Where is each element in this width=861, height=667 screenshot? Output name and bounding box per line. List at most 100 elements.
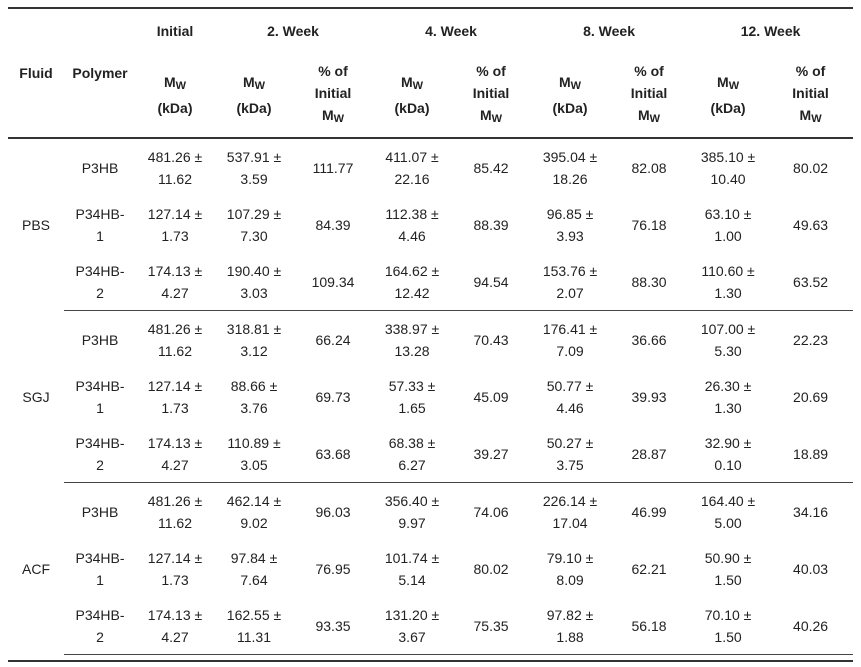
week2-percent-cell: 93.35 bbox=[294, 597, 373, 655]
week8-mw-cell: 226.14 ± 17.04 bbox=[530, 483, 610, 541]
value-line-1: 395.04 ± bbox=[542, 148, 598, 165]
week4-mw-cell: 131.20 ± 3.67 bbox=[372, 597, 453, 655]
mw-subscript: W bbox=[254, 80, 266, 92]
initial-mw-cell: 127.14 ± 1.73 bbox=[136, 196, 214, 253]
value-line-2: 1.88 bbox=[556, 628, 584, 645]
value-line-1: P34HB- bbox=[75, 606, 125, 623]
mw-symbol: M bbox=[799, 107, 812, 123]
table-row: PBS P3HB 481.26 ± 11.62 537.91 ± 3.59 111.77 41… bbox=[8, 138, 853, 233]
week4-mw-cell: 411.07 ± 22.16 bbox=[372, 138, 452, 196]
week8-mw-cell: 176.41 ± 7.09 bbox=[530, 311, 610, 369]
week4-mw-cell: 68.38 ± 6.27 bbox=[372, 425, 453, 483]
header-row-measures: MW (kDa) MW (kDa)% of Initial MW MW (kDa)% of In… bbox=[8, 53, 854, 139]
polymer-cell: P34HB- 1 bbox=[64, 540, 136, 597]
initial-mw-cell: 127.14 ± 1.73 bbox=[136, 368, 214, 425]
value-line-2: 3.59 bbox=[240, 170, 268, 187]
value-line-1: 190.40 ± bbox=[226, 262, 282, 279]
pct-line-2: Initial bbox=[472, 85, 510, 101]
value-line-1: 127.14 ± bbox=[147, 377, 203, 394]
value-line-1: 385.10 ± bbox=[700, 148, 756, 165]
header-week-4: 4. Week bbox=[425, 23, 477, 39]
initial-mw-cell: 481.26 ± 11.62 bbox=[136, 483, 214, 541]
week8-mw-cell: 50.77 ± 4.46 bbox=[530, 368, 610, 425]
value-line-1: 338.97 ± bbox=[384, 320, 440, 337]
value-line-2: 5.00 bbox=[714, 514, 742, 531]
table-body: PBS P3HB 481.26 ± 11.62 537.91 ± 3.59 111.77 41… bbox=[8, 138, 854, 655]
value-line-1: 176.41 ± bbox=[542, 320, 598, 337]
value-line-1: 107.00 ± bbox=[700, 320, 756, 337]
week2-mw-cell: 97.84 ± 7.64 bbox=[214, 540, 294, 597]
week2-percent-cell: 63.68 bbox=[294, 425, 373, 483]
week12-percent-cell: 18.89 bbox=[768, 425, 854, 483]
value-line-2: 4.46 bbox=[556, 399, 584, 416]
week8-percent-cell: 39.93 bbox=[631, 388, 667, 405]
mw-subscript: W bbox=[412, 80, 424, 92]
week8-percent-cell: 28.87 bbox=[610, 425, 689, 483]
mw-unit: (kDa) bbox=[552, 100, 588, 116]
table-row: P34HB- 1 127.14 ± 1.73 88.66 ± 3.76 69.73 57.33… bbox=[8, 368, 853, 425]
week8-mw-cell: 97.82 ± 1.88 bbox=[530, 597, 611, 655]
table-row: P34HB- 1 127.14 ± 1.73 107.29 ± 7.30 84.39 112.… bbox=[8, 196, 853, 253]
value-line-1: 131.20 ± bbox=[384, 606, 440, 623]
value-line-1: 50.77 ± bbox=[546, 377, 594, 394]
value-line-2: 1.50 bbox=[714, 571, 742, 588]
value-line-1: 174.13 ± bbox=[147, 606, 203, 623]
initial-mw-cell: 174.13 ± 4.27 bbox=[136, 425, 214, 483]
polymer-cell: P3HB bbox=[64, 311, 136, 369]
value-line-2: 10.40 bbox=[710, 170, 746, 187]
week12-mw-cell: 32.90 ± 0.10 bbox=[688, 425, 769, 483]
value-line-1: 110.60 ± bbox=[701, 262, 755, 279]
week4-percent-cell: 45.09 bbox=[473, 388, 509, 405]
fluid-cell: ACF bbox=[22, 560, 50, 577]
polymer-cell: P3HB bbox=[64, 483, 136, 541]
value-line-2: 7.64 bbox=[240, 571, 268, 588]
table-row: P34HB- 2 174.13 ±4.27 110.89 ±3.05 63.68 68.3… bbox=[8, 425, 854, 483]
table-row: P34HB- 1 127.14 ± 1.73 97.84 ± 7.64 76.95 101.7… bbox=[8, 540, 853, 597]
mw-symbol: M bbox=[400, 74, 413, 90]
value-line-2: 1.65 bbox=[398, 399, 426, 416]
mw-symbol: M bbox=[479, 107, 492, 123]
value-line-2: 3.05 bbox=[240, 456, 268, 473]
value-line-2: 3.03 bbox=[240, 284, 268, 301]
mw-subscript: W bbox=[811, 113, 822, 125]
value-line-2: 1.50 bbox=[714, 628, 742, 645]
value-line-1: 26.30 ± bbox=[704, 377, 752, 394]
value-line-2: 1 bbox=[96, 571, 104, 588]
value-line-1: 164.62 ± bbox=[384, 262, 440, 279]
value-line-2: 3.75 bbox=[556, 456, 584, 473]
value-line-2: 4.27 bbox=[161, 284, 189, 301]
initial-mw-cell: 174.13 ± 4.27 bbox=[136, 597, 214, 655]
week2-percent-cell: 66.24 bbox=[315, 331, 351, 348]
week4-percent-cell: 80.02 bbox=[473, 560, 509, 577]
value-line-1: 164.40 ± bbox=[700, 492, 756, 509]
week2-mw-cell: 107.29 ± 7.30 bbox=[214, 196, 294, 253]
mw-subscript: W bbox=[491, 113, 503, 125]
week12-percent-cell: 63.52 bbox=[768, 253, 854, 311]
header-percent-initial-mw: % of Initial MW bbox=[294, 53, 373, 139]
value-line-2: 1.30 bbox=[714, 284, 742, 301]
value-line-1: P34HB- bbox=[75, 262, 125, 279]
value-line-1: 97.84 ± bbox=[230, 549, 278, 566]
week12-mw-cell: 26.30 ± 1.30 bbox=[688, 368, 768, 425]
value-line-1: P3HB bbox=[81, 331, 119, 348]
value-line-1: 101.74 ± bbox=[384, 549, 440, 566]
week2-mw-cell: 462.14 ± 9.02 bbox=[214, 483, 294, 541]
week4-percent-cell: 70.43 bbox=[473, 331, 509, 348]
table-row: P34HB- 2 174.13 ±4.27 162.55 ±11.31 93.35 131… bbox=[8, 597, 854, 655]
week4-mw-cell: 57.33 ± 1.65 bbox=[372, 368, 452, 425]
value-line-1: 127.14 ± bbox=[147, 549, 203, 566]
value-line-1: 174.13 ± bbox=[147, 262, 203, 279]
value-line-1: 462.14 ± bbox=[226, 492, 282, 509]
value-line-1: P34HB- bbox=[75, 434, 125, 451]
header-polymer: Polymer bbox=[64, 9, 136, 139]
mw-symbol: M bbox=[559, 74, 571, 90]
header-mw-kda: MW (kDa) bbox=[136, 53, 214, 139]
header-mw-kda: MW (kDa) bbox=[372, 53, 453, 139]
week12-percent-cell: 34.16 bbox=[793, 503, 829, 520]
pct-line-1: % of bbox=[476, 63, 506, 79]
value-line-2: 11.62 bbox=[158, 342, 192, 359]
table-frame bbox=[8, 7, 853, 662]
value-line-2: 1.73 bbox=[161, 399, 189, 416]
week8-percent-cell: 56.18 bbox=[610, 597, 689, 655]
week8-mw-cell: 395.04 ± 18.26 bbox=[530, 138, 610, 196]
